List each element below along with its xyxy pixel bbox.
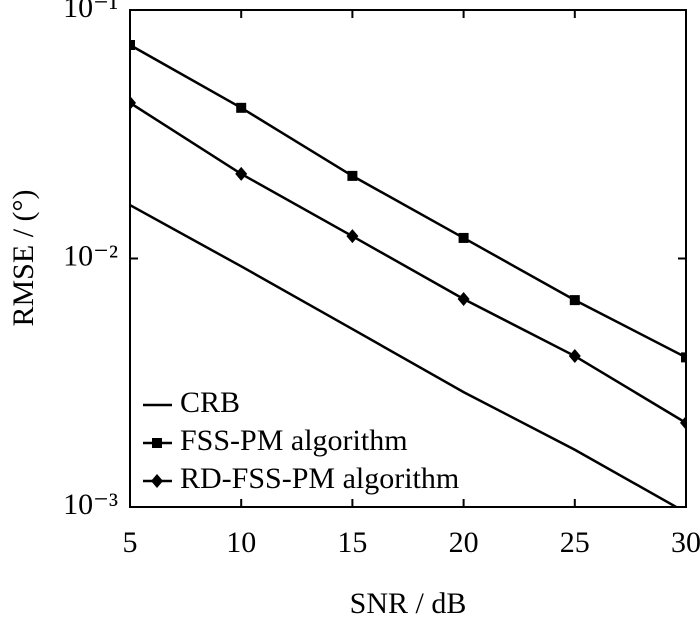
x-tick-label: 20 — [449, 526, 479, 559]
marker — [130, 95, 136, 110]
marker — [681, 352, 686, 363]
marker — [680, 415, 686, 430]
legend-label: RD-FSS-PM algorithm — [180, 462, 459, 495]
x-tick-label: 10 — [226, 526, 256, 559]
marker — [457, 292, 470, 307]
marker — [347, 170, 358, 181]
series-line — [130, 101, 686, 424]
marker — [130, 40, 135, 51]
y-tick-label: 10⁻² — [63, 239, 118, 272]
legend-label: FSS-PM algorithm — [180, 424, 408, 457]
series-line — [130, 204, 679, 507]
marker — [458, 232, 469, 243]
legend-label: CRB — [180, 386, 240, 419]
marker — [569, 295, 580, 306]
x-axis-label: SNR / dB — [350, 587, 467, 620]
x-tick-label: 25 — [560, 526, 590, 559]
series-line — [130, 43, 686, 359]
x-tick-label: 30 — [671, 526, 700, 559]
x-tick-label: 5 — [123, 526, 138, 559]
y-tick-label: 10⁻¹ — [63, 0, 118, 24]
marker — [152, 438, 162, 448]
plot-frame — [129, 9, 687, 508]
marker — [346, 229, 359, 244]
x-tick-label: 15 — [337, 526, 367, 559]
marker — [235, 166, 248, 181]
marker — [151, 474, 163, 488]
marker — [568, 349, 581, 364]
y-axis-label: RMSE / (°) — [7, 189, 40, 326]
plot-area — [130, 40, 686, 507]
y-tick-label: 10⁻³ — [63, 488, 118, 521]
marker — [236, 102, 247, 113]
